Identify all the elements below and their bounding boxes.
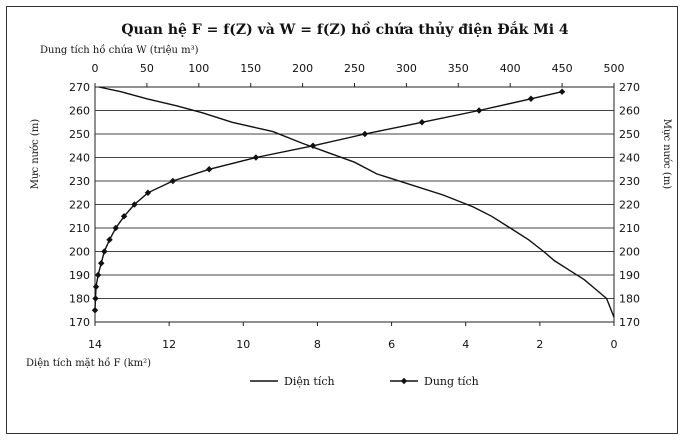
series-point-diamond	[98, 260, 105, 267]
bottom-tick-label: 4	[462, 338, 469, 351]
bottom-tick-label: 6	[388, 338, 395, 351]
y-tick-left: 250	[69, 128, 90, 141]
top-tick-label: 50	[140, 62, 154, 75]
series-point-diamond	[144, 189, 152, 196]
top-tick-label: 450	[552, 62, 573, 75]
y-tick-right: 210	[619, 222, 640, 235]
top-tick-label: 0	[92, 62, 99, 75]
y-tick-left: 190	[69, 269, 90, 282]
series-group	[91, 86, 615, 318]
chart-title: Quan hệ F = f(Z) và W = f(Z) hồ chứa thủ…	[121, 20, 569, 38]
series-point-diamond	[94, 271, 102, 279]
series-point-diamond	[558, 88, 566, 95]
y-tick-right: 200	[619, 246, 640, 259]
y-tick-left: 180	[69, 293, 90, 306]
y-tick-right: 250	[619, 128, 640, 141]
series-point-diamond	[92, 283, 100, 290]
legend-label-1: Diện tích	[284, 375, 335, 388]
series-point-diamond	[91, 307, 99, 314]
top-tick-label: 300	[396, 62, 417, 75]
top-tick-label: 500	[604, 62, 625, 75]
series-point-diamond	[131, 201, 138, 208]
left-axis-label: Mực nước (m)	[30, 119, 41, 190]
series-point-diamond	[106, 236, 113, 243]
series-point-diamond	[92, 295, 99, 302]
bottom-tick-label: 14	[88, 338, 102, 351]
y-tick-left: 170	[69, 316, 90, 329]
y-tick-left: 240	[69, 152, 90, 165]
series-point-diamond	[169, 177, 177, 185]
top-tick-label: 200	[292, 62, 313, 75]
series-point-diamond	[112, 224, 119, 232]
bottom-tick-label: 10	[236, 338, 250, 351]
series-line-2	[94, 91, 563, 311]
y-tick-left: 200	[69, 246, 90, 259]
top-axis-label: Dung tích hồ chứa W (triệu m³)	[40, 45, 199, 56]
series-point-diamond	[252, 154, 260, 161]
bottom-tick-label: 2	[536, 338, 543, 351]
bottom-tick-label: 0	[611, 338, 618, 351]
y-tick-right: 240	[619, 152, 640, 165]
bottom-tick-label: 8	[314, 338, 321, 351]
top-tick-label: 350	[448, 62, 469, 75]
top-tick-label: 150	[240, 62, 261, 75]
series-point-diamond	[101, 248, 108, 255]
grid-lines	[94, 83, 615, 326]
legend: Diện tích Dung tích	[250, 375, 479, 388]
series-point-diamond	[205, 166, 213, 173]
y-tick-right: 270	[619, 81, 640, 94]
series-point-diamond	[475, 107, 483, 114]
y-tick-left: 270	[69, 81, 90, 94]
y-tick-left: 230	[69, 175, 90, 188]
legend-label-2: Dung tích	[424, 375, 479, 388]
top-tick-label: 400	[500, 62, 521, 75]
series-point-diamond	[527, 95, 535, 102]
top-tick-label: 100	[188, 62, 209, 75]
bottom-tick-label: 12	[162, 338, 176, 351]
y-tick-right: 230	[619, 175, 640, 188]
right-axis-label: Mực nước (m)	[661, 119, 672, 190]
y-tick-right: 260	[619, 105, 640, 118]
series-point-diamond	[361, 130, 369, 138]
top-tick-label: 250	[344, 62, 365, 75]
y-tick-right: 170	[619, 316, 640, 329]
series-line-1	[98, 86, 615, 318]
y-tick-left: 260	[69, 105, 90, 118]
chart-frame	[6, 6, 678, 434]
series-point-diamond	[120, 213, 128, 220]
bottom-axis-label: Diện tích mặt hồ F (km²)	[26, 358, 151, 369]
y-tick-right: 220	[619, 199, 640, 212]
y-tick-right: 190	[619, 269, 640, 282]
legend-marker-diamond	[400, 377, 408, 385]
y-tick-left: 220	[69, 199, 90, 212]
y-tick-left: 210	[69, 222, 90, 235]
series-point-diamond	[309, 142, 317, 149]
series-point-diamond	[418, 119, 426, 126]
y-tick-right: 180	[619, 293, 640, 306]
